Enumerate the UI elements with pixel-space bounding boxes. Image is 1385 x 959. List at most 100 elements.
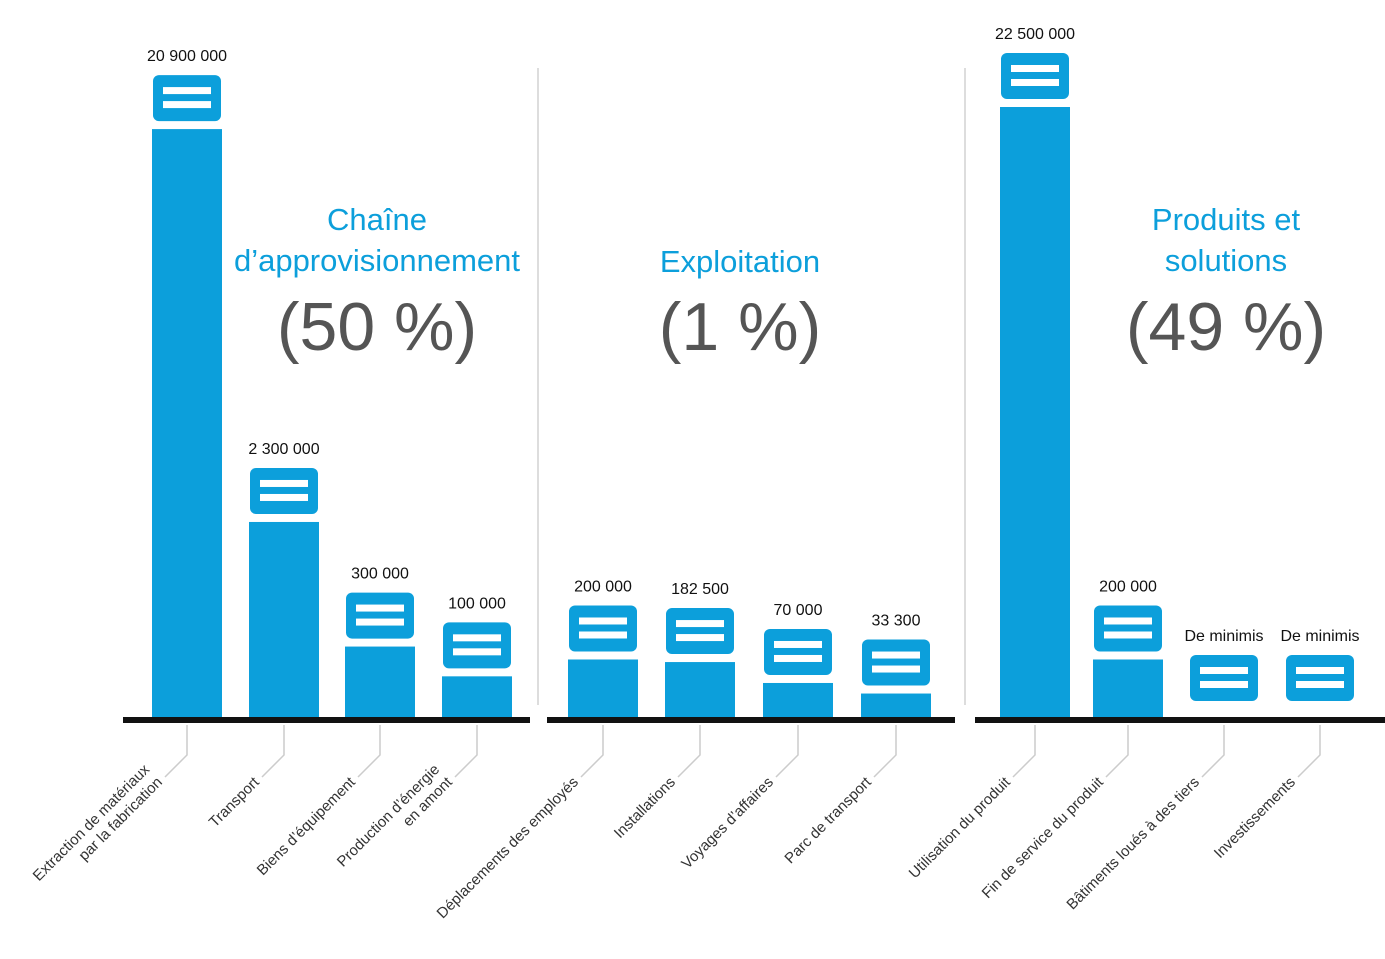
leader-line bbox=[873, 725, 897, 778]
value-label: 300 000 bbox=[351, 566, 409, 583]
category-label: Déplacements des employés bbox=[434, 774, 582, 922]
icon bbox=[1001, 53, 1069, 99]
leader-line bbox=[1105, 725, 1129, 778]
icon bbox=[569, 605, 637, 652]
leader-line bbox=[1012, 725, 1036, 778]
category-label: Voyages d’affaires bbox=[678, 774, 777, 873]
category-label-group: Installations bbox=[611, 774, 679, 842]
category-label-group: Parc de transport bbox=[781, 773, 875, 867]
icon bbox=[764, 628, 832, 675]
category-label: Installations bbox=[611, 774, 679, 842]
value-label: 20 900 000 bbox=[147, 48, 227, 65]
value-label: 22 500 000 bbox=[995, 26, 1075, 43]
bar bbox=[249, 521, 319, 717]
category-label-group: Voyages d’affaires bbox=[678, 774, 777, 873]
leader-line bbox=[1201, 725, 1225, 778]
baseline bbox=[975, 717, 1385, 723]
bar bbox=[442, 676, 512, 717]
icon-detail bbox=[1200, 667, 1248, 674]
icon-shape bbox=[1190, 655, 1258, 701]
value-label: 70 000 bbox=[774, 602, 823, 619]
icon-shape bbox=[666, 608, 734, 655]
icon-detail bbox=[260, 479, 308, 487]
icon-detail bbox=[163, 87, 211, 95]
value-label: De minimis bbox=[1184, 628, 1263, 645]
leader-line bbox=[357, 725, 381, 778]
group-title: Produits et bbox=[1152, 202, 1301, 237]
icon-detail bbox=[872, 651, 920, 659]
icon bbox=[1286, 655, 1354, 701]
icon-detail bbox=[676, 634, 724, 642]
icon-detail bbox=[579, 617, 627, 625]
icon bbox=[666, 608, 734, 655]
leader-line bbox=[454, 725, 478, 778]
icon-shape bbox=[1001, 53, 1069, 99]
icon-shape bbox=[1286, 655, 1354, 701]
value-label: De minimis bbox=[1280, 628, 1359, 645]
bar bbox=[763, 682, 833, 717]
group-share: (1 %) bbox=[659, 289, 821, 365]
baseline bbox=[547, 717, 955, 723]
icon-shape bbox=[153, 75, 221, 122]
category-label: Transport bbox=[206, 773, 264, 831]
value-label: 200 000 bbox=[1099, 578, 1157, 595]
category-label: Investissements bbox=[1211, 774, 1299, 862]
icon-detail bbox=[356, 604, 404, 612]
value-label: 2 300 000 bbox=[248, 441, 319, 458]
icon bbox=[250, 467, 318, 514]
bar bbox=[665, 662, 735, 717]
leader-line bbox=[164, 725, 188, 778]
value-label: 100 000 bbox=[448, 595, 506, 612]
icon-shape bbox=[764, 628, 832, 675]
category-label: Utilisation du produit bbox=[906, 773, 1015, 882]
leader-line bbox=[677, 725, 701, 778]
group-title: Exploitation bbox=[660, 244, 820, 279]
icon-detail bbox=[453, 634, 501, 642]
icon bbox=[1094, 605, 1162, 652]
bar bbox=[152, 129, 222, 718]
bar bbox=[861, 693, 931, 717]
group-title: Chaîne bbox=[327, 202, 427, 237]
icon-detail bbox=[453, 648, 501, 656]
icon-shape bbox=[1094, 605, 1162, 652]
category-label-group: Utilisation du produit bbox=[906, 773, 1015, 882]
bar bbox=[1000, 107, 1070, 717]
icon-detail bbox=[774, 654, 822, 662]
group-title: solutions bbox=[1165, 243, 1287, 278]
icon-shape bbox=[569, 605, 637, 652]
icon-detail bbox=[1104, 617, 1152, 625]
icon-detail bbox=[163, 101, 211, 109]
leader-line bbox=[1297, 725, 1321, 778]
icon-shape bbox=[443, 622, 511, 669]
category-label: Extraction de matériaux bbox=[30, 761, 154, 885]
group-title: d’approvisionnement bbox=[234, 243, 520, 278]
group-share: (49 %) bbox=[1126, 289, 1326, 365]
value-label: 33 300 bbox=[872, 613, 921, 630]
icon-detail bbox=[872, 665, 920, 673]
icon-detail bbox=[579, 631, 627, 639]
icon-shape bbox=[250, 467, 318, 514]
icon-detail bbox=[1011, 79, 1059, 86]
icon bbox=[346, 592, 414, 639]
icon bbox=[862, 639, 930, 686]
value-label: 200 000 bbox=[574, 578, 632, 595]
icon-detail bbox=[1200, 681, 1248, 688]
bar bbox=[345, 646, 415, 717]
icon bbox=[443, 622, 511, 669]
baseline bbox=[123, 717, 530, 723]
leader-line bbox=[261, 725, 285, 778]
icon-detail bbox=[774, 640, 822, 648]
bar bbox=[568, 659, 638, 717]
icon-detail bbox=[1011, 65, 1059, 72]
icon-detail bbox=[1296, 681, 1344, 688]
category-label-group: Déplacements des employés bbox=[434, 774, 582, 922]
icon-detail bbox=[1104, 631, 1152, 639]
icon-detail bbox=[676, 620, 724, 628]
icon bbox=[153, 75, 221, 122]
leader-line bbox=[775, 725, 799, 778]
icon-detail bbox=[260, 493, 308, 501]
icon-detail bbox=[1296, 667, 1344, 674]
